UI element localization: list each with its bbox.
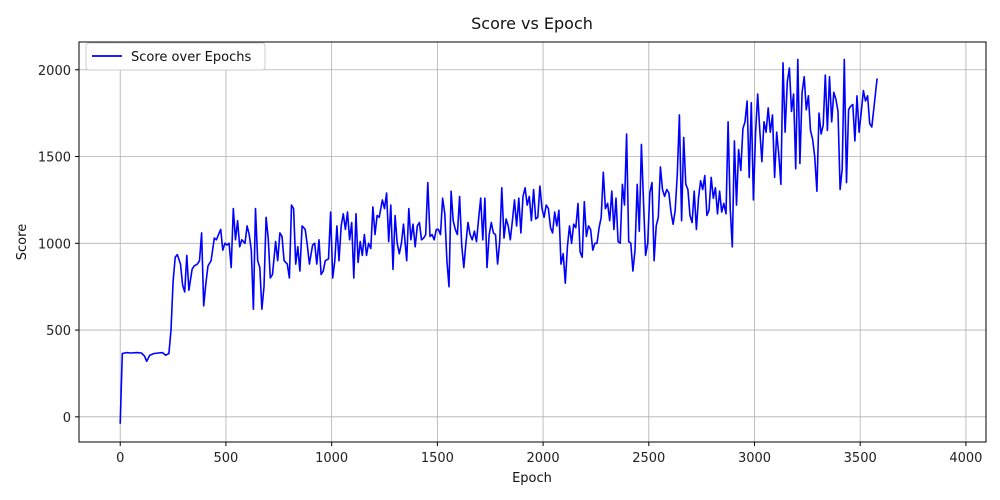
x-tick-label: 1000 (315, 451, 348, 466)
grid (79, 42, 986, 442)
x-tick-label: 500 (214, 451, 239, 466)
x-tick-label: 1500 (421, 451, 454, 466)
y-axis-label: Score (15, 224, 30, 260)
x-tick-label: 0 (116, 451, 124, 466)
x-tick-label: 2000 (527, 451, 560, 466)
y-tick-label: 500 (46, 324, 71, 339)
y-tick-label: 1500 (38, 151, 71, 166)
ticks: 0 500 1000 1500 2000 2500 3000 3500 4000 0 500 1000… (38, 64, 983, 466)
chart-title: Score vs Epoch (471, 14, 593, 33)
x-tick-label: 3000 (738, 451, 771, 466)
x-tick-label: 2500 (632, 451, 665, 466)
y-tick-label: 0 (63, 411, 71, 426)
x-axis-label: Epoch (512, 471, 552, 486)
legend-box (85, 42, 266, 71)
series-line-score-over-epochs (119, 58, 878, 424)
y-tick-label: 2000 (38, 64, 71, 79)
legend-label-score-over-epochs: Score over Epochs (131, 50, 251, 65)
x-tick-label: 3500 (844, 451, 877, 466)
legend: Score over Epochs (85, 42, 266, 71)
x-tick-label: 4000 (949, 451, 982, 466)
y-tick-label: 1000 (38, 237, 71, 252)
plot-frame (78, 41, 987, 443)
